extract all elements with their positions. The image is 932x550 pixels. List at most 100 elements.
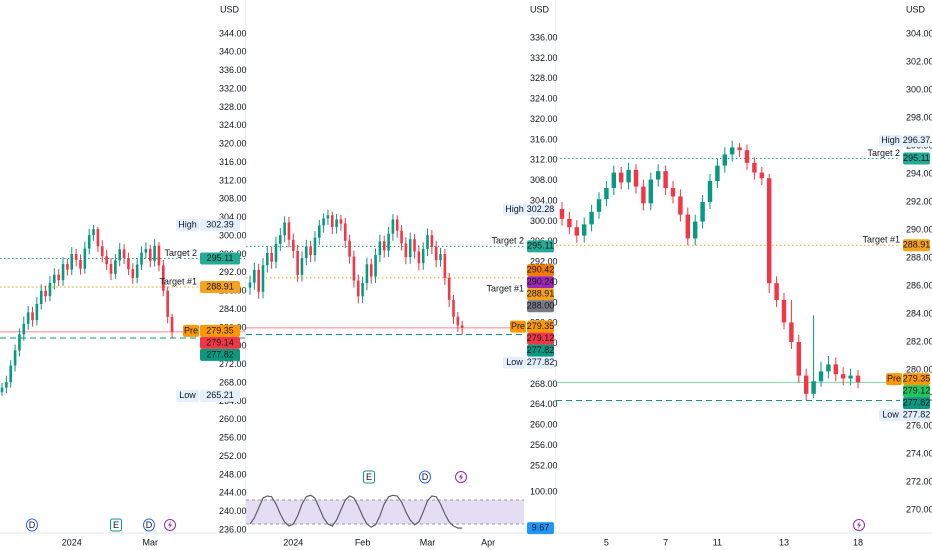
y-tick-label: 344.00 <box>219 28 247 38</box>
candle-body <box>404 243 408 258</box>
y-tick-label: 240.00 <box>219 506 247 516</box>
event-marker-label: E <box>366 472 372 482</box>
candle-body <box>400 230 403 244</box>
event-marker-label: D <box>29 520 36 530</box>
candle-body <box>855 375 861 383</box>
candle-body <box>361 283 364 297</box>
price-label-name: High <box>881 135 900 145</box>
candle-body <box>700 202 705 222</box>
price-label-box <box>903 373 930 386</box>
event-marker[interactable] <box>110 518 122 532</box>
price-label-value: 279.35 <box>527 321 555 331</box>
candle-body <box>781 300 787 323</box>
y-tick-label: 256.00 <box>530 440 558 450</box>
candle-body <box>279 235 282 244</box>
y-tick-label: 336.00 <box>530 32 558 42</box>
y-tick-label: 280.00 <box>906 364 932 374</box>
price-label-name-box <box>176 389 199 402</box>
y-tick-label: 276.00 <box>906 420 932 430</box>
candle-body <box>417 251 421 264</box>
candle-body <box>413 239 416 252</box>
candle-body <box>109 264 113 274</box>
candle-body <box>83 248 87 269</box>
candle-body <box>261 265 265 292</box>
candle-body <box>87 235 91 249</box>
y-tick-label: 294.00 <box>906 168 932 178</box>
price-label-value: 290.24 <box>527 277 555 287</box>
currency-label: USD <box>906 4 926 14</box>
candle-body <box>326 215 330 219</box>
dividend-marker-icon <box>168 521 172 529</box>
candle-body <box>574 227 580 236</box>
candle-body <box>678 196 683 215</box>
candle-body <box>796 342 802 376</box>
candle-body <box>0 387 4 393</box>
y-tick-label: 290.00 <box>906 224 932 234</box>
price-label-box <box>527 356 554 369</box>
price-label-value: 302.28 <box>527 204 555 214</box>
candle-body <box>5 382 8 388</box>
candle-body <box>92 229 95 236</box>
price-label-name-box <box>510 320 526 333</box>
y-tick-label: 304.00 <box>906 28 932 38</box>
event-marker[interactable] <box>26 518 38 532</box>
indicator-band <box>246 500 524 524</box>
candle-body <box>162 265 165 291</box>
price-label-value: 288.00 <box>527 301 555 311</box>
candle-body <box>648 179 654 204</box>
y-tick-label: 308.00 <box>219 194 247 204</box>
candle-body <box>114 260 117 274</box>
candle-body <box>330 215 334 228</box>
candle-body <box>369 264 373 277</box>
price-label-box <box>527 320 554 333</box>
candle-body <box>148 248 152 261</box>
price-label-value: 288.91 <box>527 289 555 299</box>
price-label-value: 295.11 <box>527 241 554 251</box>
y-tick-label: 274.00 <box>906 448 932 458</box>
candle-body <box>663 171 668 188</box>
y-tick-label: 252.00 <box>530 460 558 470</box>
event-marker[interactable] <box>363 470 375 484</box>
y-tick-label: 336.00 <box>219 65 247 75</box>
y-tick-label: 304.00 <box>530 195 558 205</box>
price-label-box <box>527 288 554 301</box>
event-marker[interactable] <box>143 518 155 532</box>
event-marker[interactable] <box>419 470 431 484</box>
candle-body <box>387 233 390 251</box>
candle-body <box>559 209 565 219</box>
price-label-box <box>903 134 930 147</box>
price-label-name: Low <box>179 390 196 400</box>
candle-body <box>348 240 351 257</box>
candle-body <box>26 312 30 324</box>
y-tick-label: 268.00 <box>530 379 558 389</box>
candle-body <box>833 364 839 375</box>
price-label-value: 277.82 <box>903 397 931 407</box>
candle-body <box>31 312 34 321</box>
price-label-name-box <box>879 134 902 147</box>
price-label-value: 288.91 <box>903 240 931 250</box>
candle-body <box>395 219 399 231</box>
y-tick-label: 332.00 <box>219 83 247 93</box>
price-label-value: 277.82 <box>903 409 931 419</box>
candle-body <box>729 147 735 155</box>
y-tick-label: 244.00 <box>219 488 247 498</box>
candle-body <box>356 280 360 297</box>
candle-body <box>633 169 639 187</box>
price-label-box <box>200 219 240 232</box>
candle-body <box>127 258 130 270</box>
candle-body <box>670 188 676 197</box>
candle-body <box>96 229 100 247</box>
price-label-value: 279.14 <box>206 337 234 347</box>
candle-body <box>447 277 451 300</box>
x-tick-label: Feb <box>355 537 371 547</box>
y-tick-label: 260.00 <box>530 420 558 430</box>
candle-body <box>752 162 757 173</box>
candle-body <box>118 249 122 261</box>
candle-body <box>266 253 269 266</box>
y-tick-label: 316.00 <box>219 157 247 167</box>
price-label-box <box>903 152 930 165</box>
candle-body <box>140 252 143 265</box>
y-tick-label: 324.00 <box>219 120 247 130</box>
